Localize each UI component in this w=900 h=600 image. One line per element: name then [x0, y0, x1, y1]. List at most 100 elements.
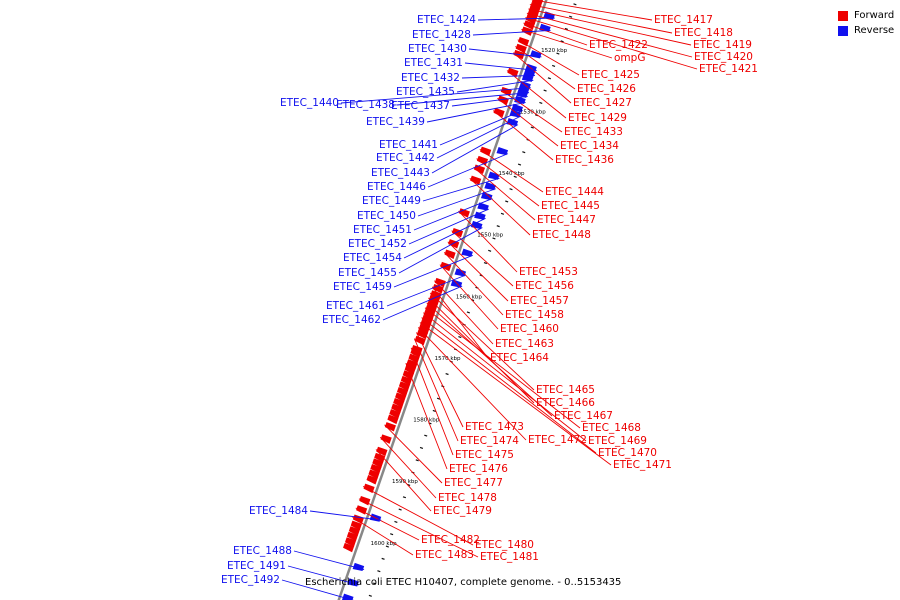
leader-line — [413, 338, 459, 442]
leader-line — [410, 347, 454, 456]
tick-mark — [564, 27, 569, 31]
forward-gene — [408, 353, 420, 364]
leader-line — [408, 208, 489, 245]
tick-mark — [569, 15, 573, 18]
reverse-gene — [474, 211, 486, 220]
legend: Forward Reverse — [838, 8, 894, 38]
tick-mark — [466, 311, 470, 314]
reverse-gene-label: ETEC_1452 — [348, 238, 407, 250]
tick-mark — [522, 151, 526, 154]
forward-gene-label: ETEC_1481 — [480, 551, 539, 563]
forward-gene-label: ETEC_1425 — [581, 69, 640, 81]
tick-mark — [543, 89, 547, 92]
leader-line — [526, 12, 693, 58]
reverse-gene-label: ETEC_1491 — [227, 560, 286, 572]
reverse-gene — [484, 182, 496, 191]
forward-gene-label: ETEC_1482 — [421, 534, 480, 546]
leader-line — [355, 507, 420, 541]
reverse-gene — [487, 171, 500, 180]
forward-gene — [395, 392, 407, 402]
forward-gene — [343, 542, 355, 553]
tick-mark — [381, 557, 385, 560]
reverse-gene — [461, 248, 473, 257]
reverse-gene-label: ETEC_1461 — [326, 300, 385, 312]
leader-line — [531, 0, 653, 21]
forward-gene — [393, 398, 405, 408]
forward-gene-label: ETEC_1436 — [555, 154, 614, 166]
leader-line — [417, 327, 527, 441]
tick-mark — [445, 372, 449, 376]
leader-line — [431, 124, 519, 174]
scale-label: 1600 kbp — [371, 541, 397, 547]
leader-line — [417, 188, 496, 217]
leader-line — [434, 280, 494, 345]
forward-gene — [387, 414, 399, 425]
scale-label: 1520 kbp — [541, 48, 567, 54]
tick-mark — [390, 533, 394, 536]
reverse-gene-label: ETEC_1450 — [357, 210, 416, 222]
reverse-gene-label: ETEC_1438 — [336, 99, 395, 111]
reverse-gene — [511, 103, 523, 113]
reverse-gene-label: ETEC_1424 — [417, 14, 476, 26]
leader-line — [476, 158, 540, 207]
tick-mark — [394, 520, 398, 523]
leader-line — [281, 579, 354, 600]
forward-gene-label: ETEC_1468 — [582, 422, 641, 434]
reverse-gene-label: ETEC_1428 — [412, 29, 471, 41]
forward-gene-label: ETEC_1475 — [455, 449, 514, 461]
leader-line — [427, 153, 509, 188]
tick-mark — [547, 77, 551, 80]
tick-mark — [505, 200, 509, 203]
tick-mark — [530, 126, 534, 129]
forward-gene — [406, 359, 418, 369]
tick-mark — [424, 434, 428, 437]
leader-line — [515, 46, 576, 90]
forward-gene-label: ETEC_1479 — [433, 505, 492, 517]
reverse-gene-label: ETEC_1430 — [408, 43, 467, 55]
reverse-gene — [543, 11, 555, 20]
forward-gene-label: ETEC_1448 — [532, 229, 591, 241]
forward-gene-label: ETEC_1466 — [536, 397, 595, 409]
forward-gene — [518, 36, 530, 47]
forward-gene — [344, 537, 357, 547]
leader-line — [479, 149, 544, 193]
forward-gene-label: ETEC_1427 — [573, 97, 632, 109]
forward-gene-label: ETEC_1456 — [515, 280, 574, 292]
leader-line — [416, 332, 464, 428]
tick-mark — [513, 175, 517, 178]
forward-gene-label: ETEC_1467 — [554, 410, 613, 422]
forward-gene-label: ETEC_1470 — [598, 447, 657, 459]
leader-line — [422, 177, 500, 202]
forward-gene — [425, 304, 437, 315]
forward-gene — [348, 526, 360, 536]
tick-mark — [458, 335, 462, 339]
tick-mark — [398, 508, 402, 511]
leader-line — [512, 52, 572, 104]
leader-line — [423, 312, 587, 442]
leader-line — [379, 436, 437, 499]
leader-line — [421, 317, 597, 454]
forward-gene — [389, 409, 401, 419]
reverse-gene-labels: ETEC_1424 ETEC_1428 ETEC_1430 ETEC_1431 ETEC… — [221, 14, 476, 586]
legend-forward-label: Forward — [854, 10, 895, 21]
forward-gene-label: ETEC_1429 — [568, 112, 627, 124]
forward-gene-label: ETEC_1476 — [449, 463, 508, 475]
forward-gene-label: ETEC_1434 — [560, 140, 619, 152]
label-leader-lines — [281, 0, 698, 600]
tick-mark — [517, 163, 522, 166]
tick-mark — [560, 40, 564, 43]
forward-gene — [507, 67, 519, 78]
leader-line — [398, 227, 483, 274]
tick-mark — [492, 237, 496, 240]
leader-line — [428, 297, 535, 404]
reverse-gene — [341, 593, 354, 600]
forward-gene — [384, 422, 396, 432]
reverse-gene-label: ETEC_1432 — [401, 72, 460, 84]
forward-gene — [346, 531, 359, 542]
leader-line — [384, 424, 443, 484]
forward-gene-label: ETEC_1483 — [415, 549, 474, 561]
forward-gene — [432, 284, 444, 294]
forward-gene-label: ETEC_1477 — [444, 477, 503, 489]
leader-line — [458, 210, 518, 273]
